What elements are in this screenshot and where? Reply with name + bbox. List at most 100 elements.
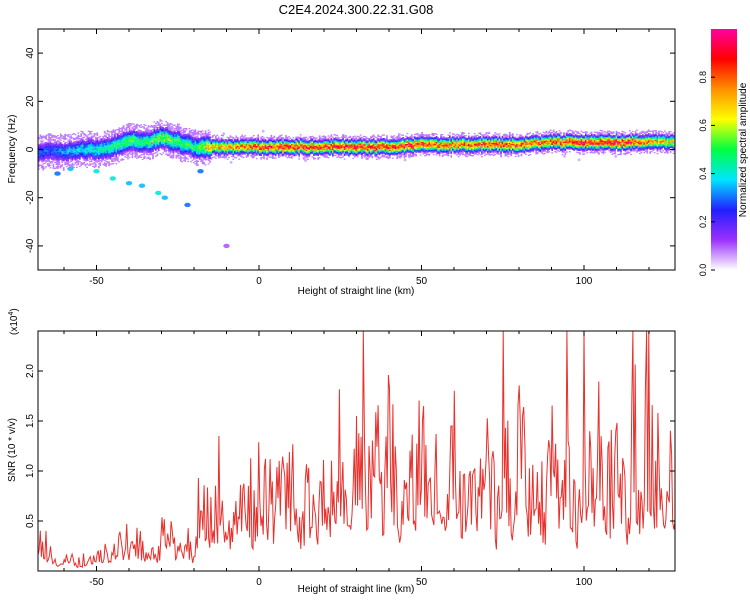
heatmap-cell — [181, 140, 183, 142]
heatmap-cell — [103, 132, 106, 134]
heatmap-cell — [118, 150, 121, 152]
heatmap-cell — [229, 152, 232, 154]
heatmap-cell — [87, 137, 90, 140]
heatmap-cell — [193, 155, 195, 158]
heatmap-cell — [103, 135, 106, 137]
heatmap-cell — [68, 150, 71, 152]
heatmap-cell — [251, 147, 254, 149]
heatmap-cell — [141, 153, 144, 156]
heatmap-cell — [313, 136, 315, 138]
heatmap-cell — [200, 156, 202, 158]
heatmap-cell — [201, 147, 204, 149]
heatmap-cell — [313, 146, 315, 148]
heatmap-cell — [217, 148, 220, 150]
heatmap-cell — [159, 131, 162, 133]
heatmap-cell — [127, 143, 129, 145]
heatmap-cell — [255, 139, 258, 142]
heatmap-cell — [108, 151, 110, 154]
heatmap-cell — [114, 157, 116, 160]
heatmap-cell — [106, 143, 109, 145]
heatmap-cell — [212, 142, 214, 144]
heatmap-cell — [405, 135, 407, 137]
heatmap-cell — [384, 146, 387, 148]
heatmap-cell — [358, 153, 360, 155]
heatmap-cell — [49, 167, 52, 169]
heatmap-cell — [131, 137, 134, 139]
heatmap-cell — [375, 146, 378, 148]
heatmap-cell — [229, 143, 232, 146]
heatmap-cell — [372, 138, 375, 140]
heatmap-cell — [165, 124, 167, 126]
heatmap-cell — [206, 141, 208, 143]
heatmap-cell — [125, 126, 128, 128]
heatmap-cell — [184, 144, 186, 147]
heatmap-cell — [128, 136, 131, 138]
heatmap-cell — [204, 141, 207, 143]
heatmap-cell — [146, 145, 148, 147]
heatmap-cell — [153, 127, 156, 129]
heatmap-cell — [150, 138, 153, 140]
heatmap-cell — [380, 150, 382, 152]
heatmap-cell — [255, 154, 258, 156]
heatmap-cell — [339, 153, 341, 155]
heatmap-cell — [84, 148, 87, 150]
heatmap-cell — [393, 150, 396, 153]
heatmap-cell — [209, 150, 211, 152]
heatmap-cell — [74, 152, 77, 154]
heatmap-cell — [386, 155, 388, 157]
heatmap-cell — [196, 138, 198, 140]
heatmap-cell — [410, 147, 413, 149]
heatmap-cell — [146, 143, 148, 145]
heatmap-cell — [210, 147, 213, 149]
heatmap-cell — [190, 132, 192, 134]
heatmap-cell — [393, 147, 396, 149]
heatmap-cell — [196, 140, 198, 142]
heatmap-cell — [408, 144, 410, 146]
heatmap-cell — [375, 145, 378, 147]
heatmap-cell — [166, 135, 169, 137]
heatmap-cell — [143, 152, 145, 155]
heatmap-cell — [99, 152, 102, 154]
heatmap-cell — [100, 159, 103, 162]
heatmap-cell — [103, 159, 106, 162]
heatmap-cell — [108, 148, 110, 150]
heatmap-cell — [106, 155, 109, 157]
heatmap-cell — [326, 144, 328, 146]
heatmap-cell — [412, 150, 415, 153]
heatmap-cell — [353, 144, 356, 146]
heatmap-cell — [141, 134, 144, 136]
heatmap-cell — [188, 147, 191, 149]
heatmap-cell — [193, 136, 195, 138]
heatmap-cell — [71, 155, 74, 157]
heatmap-cell — [359, 148, 362, 151]
heatmap-cell — [380, 148, 382, 150]
heatmap-cell — [67, 160, 69, 163]
heatmap-cell — [175, 156, 178, 158]
heatmap-cell — [43, 159, 46, 161]
heatmap-cell — [133, 144, 135, 146]
heatmap-cell — [358, 142, 360, 144]
heatmap-cell — [212, 152, 214, 154]
heatmap-cell — [166, 133, 169, 135]
heatmap-cell — [337, 154, 340, 157]
heatmap-cell — [209, 136, 211, 138]
heatmap-cell — [163, 140, 166, 142]
heatmap-cell — [272, 152, 274, 155]
heatmap-cell — [225, 149, 227, 151]
heatmap-cell — [100, 143, 103, 145]
heatmap-cell — [336, 135, 339, 137]
heatmap-cell — [362, 145, 365, 147]
heatmap-cell — [103, 156, 106, 158]
heatmap-cell — [222, 144, 224, 147]
heatmap-cell — [73, 143, 75, 146]
heatmap-cell — [178, 147, 181, 150]
heatmap-cell — [295, 142, 298, 144]
heatmap-cell — [196, 142, 198, 145]
heatmap-cell — [144, 145, 147, 147]
heatmap-cell — [179, 158, 182, 160]
heatmap-cell — [299, 143, 302, 146]
heatmap-cell — [370, 144, 372, 146]
heatmap-cell — [61, 146, 64, 148]
heatmap-cell — [254, 141, 257, 143]
heatmap-cell — [157, 135, 160, 137]
